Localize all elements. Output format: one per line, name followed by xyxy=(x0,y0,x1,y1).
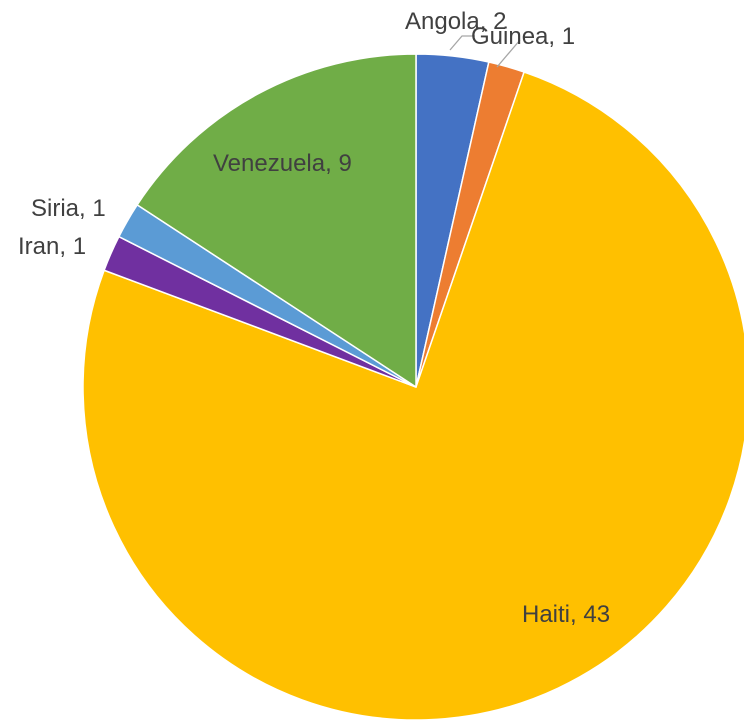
leader-lines xyxy=(449,35,521,68)
pie-slice-venezuela xyxy=(136,53,417,388)
pie-slices xyxy=(82,53,744,721)
data-labels: Angola, 2 Guinea, 1 Haiti, 43 Iran, 1 Si… xyxy=(18,8,610,628)
data-label-siria: Siria, 1 xyxy=(31,195,106,222)
data-label-haiti: Haiti, 43 xyxy=(522,601,610,628)
pie-slice-haiti xyxy=(82,71,744,721)
leader-line-angola xyxy=(449,35,475,51)
data-label-angola: Angola, 2 xyxy=(405,8,506,35)
data-label-iran: Iran, 1 xyxy=(18,233,86,260)
data-label-venezuela: Venezuela, 9 xyxy=(213,150,352,177)
leader-line-guinea xyxy=(496,39,521,68)
data-label-guinea: Guinea, 1 xyxy=(471,23,575,50)
